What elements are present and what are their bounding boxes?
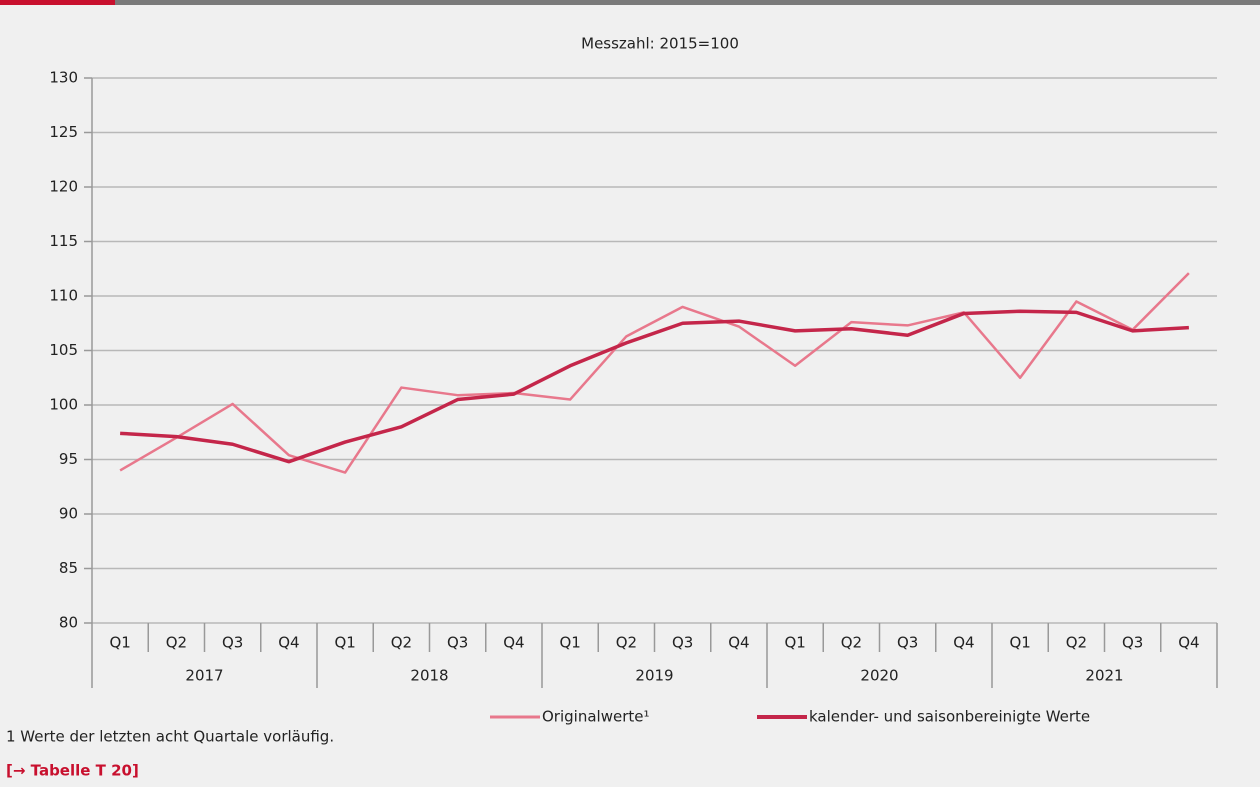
- legend-label: Originalwerte¹: [542, 708, 649, 726]
- legend-label: kalender- und saisonbereinigte Werte: [809, 708, 1090, 726]
- x-tick-label: Q2: [391, 634, 412, 652]
- x-tick-label: Q4: [503, 634, 524, 652]
- year-label: 2019: [635, 667, 673, 685]
- x-tick-label: Q3: [447, 634, 468, 652]
- top-bar: [0, 0, 1260, 5]
- year-label: 2018: [410, 667, 448, 685]
- y-tick-label: 90: [59, 505, 78, 523]
- x-tick-label: Q1: [559, 634, 580, 652]
- year-label: 2021: [1085, 667, 1123, 685]
- x-tick-label: Q3: [222, 634, 243, 652]
- x-tick-label: Q4: [728, 634, 749, 652]
- x-tick-label: Q4: [1178, 634, 1199, 652]
- x-tick-label: Q1: [784, 634, 805, 652]
- y-tick-label: 100: [49, 396, 78, 414]
- x-tick-label: Q2: [616, 634, 637, 652]
- x-tick-label: Q2: [841, 634, 862, 652]
- y-tick-label: 95: [59, 450, 78, 468]
- series-line: [120, 309, 1189, 464]
- y-tick-label: 125: [49, 123, 78, 141]
- x-tick-label: Q3: [1122, 634, 1143, 652]
- year-label: 2020: [860, 667, 898, 685]
- x-tick-label: Q1: [334, 634, 355, 652]
- table-link[interactable]: [→ Tabelle T 20]: [6, 762, 139, 780]
- y-tick-label: 105: [49, 341, 78, 359]
- y-tick-label: 110: [49, 287, 78, 305]
- x-tick-label: Q4: [278, 634, 299, 652]
- x-tick-label: Q3: [672, 634, 693, 652]
- y-tick-label: 85: [59, 559, 78, 577]
- x-tick-label: Q1: [1009, 634, 1030, 652]
- x-tick-label: Q1: [109, 634, 130, 652]
- x-tick-label: Q4: [953, 634, 974, 652]
- year-label: 2017: [185, 667, 223, 685]
- y-tick-label: 115: [49, 232, 78, 250]
- y-tick-label: 120: [49, 178, 78, 196]
- top-accent: [0, 0, 115, 5]
- y-tick-label: 80: [59, 614, 78, 632]
- x-tick-label: Q2: [166, 634, 187, 652]
- y-tick-label: 130: [49, 69, 78, 87]
- x-tick-label: Q3: [897, 634, 918, 652]
- chart-subtitle: Messzahl: 2015=100: [581, 35, 739, 53]
- x-tick-label: Q2: [1066, 634, 1087, 652]
- footnote: 1 Werte der letzten acht Quartale vorläu…: [6, 728, 334, 746]
